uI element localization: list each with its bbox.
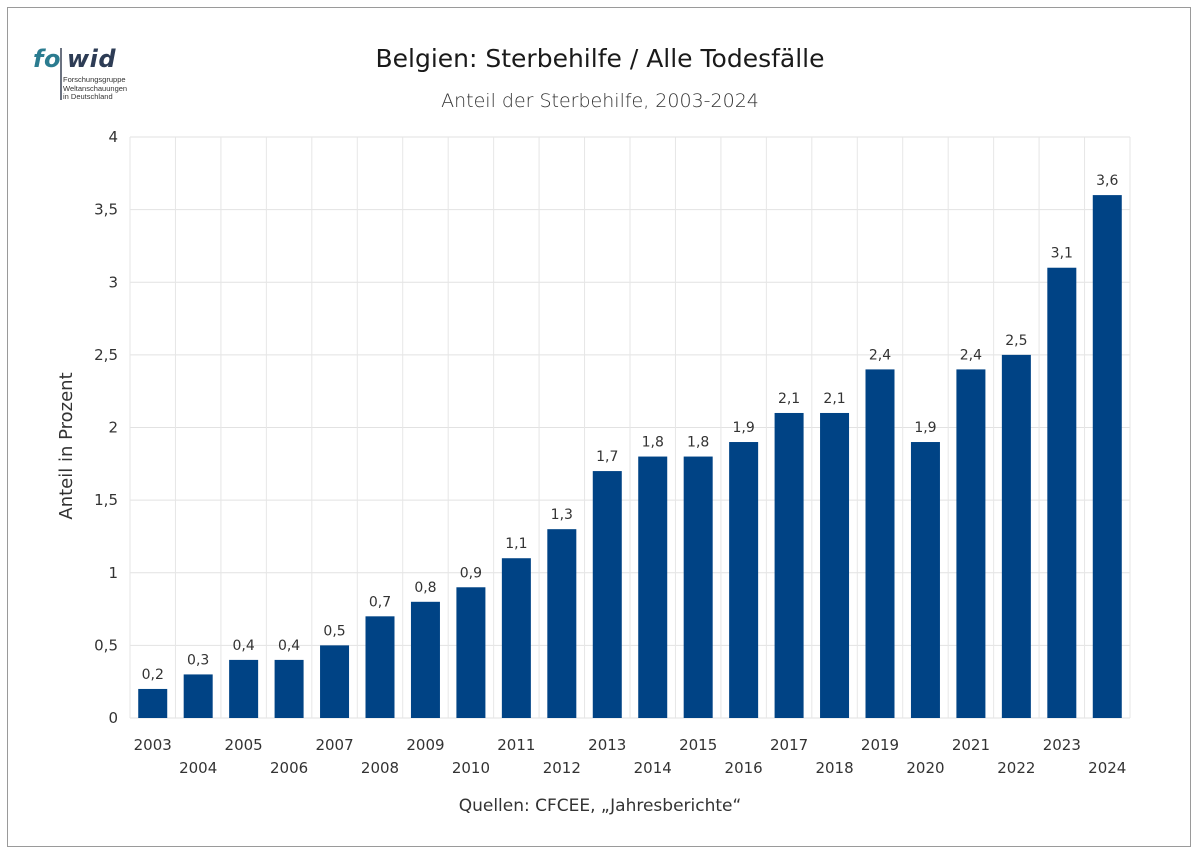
y-axis-label: Anteil in Prozent bbox=[56, 372, 77, 519]
bar bbox=[501, 558, 531, 718]
bar bbox=[1001, 354, 1031, 718]
x-tick-label: 2014 bbox=[634, 759, 672, 777]
bar bbox=[274, 659, 304, 718]
bar bbox=[729, 442, 759, 718]
bar-value-label: 2,1 bbox=[778, 391, 800, 407]
bar bbox=[638, 456, 668, 718]
bar-value-label: 0,8 bbox=[414, 580, 436, 596]
x-tick-label: 2011 bbox=[497, 736, 535, 754]
bar-value-label: 1,8 bbox=[687, 435, 709, 451]
y-tick-label: 0,5 bbox=[94, 636, 118, 654]
bar-value-label: 3,1 bbox=[1051, 246, 1073, 262]
x-tick-label: 2016 bbox=[725, 759, 763, 777]
grid-layer bbox=[129, 136, 1131, 719]
bar-value-label: 0,2 bbox=[142, 667, 164, 683]
bar bbox=[774, 412, 804, 718]
logo-wordmark: fo wid bbox=[33, 45, 117, 73]
bar-value-label: 2,4 bbox=[869, 347, 891, 363]
x-tick-label: 2020 bbox=[906, 759, 944, 777]
y-tick-label: 2 bbox=[108, 419, 118, 437]
y-tick-label: 1,5 bbox=[94, 491, 118, 509]
y-tick-label: 3 bbox=[108, 273, 118, 291]
x-tick-label: 2017 bbox=[770, 736, 808, 754]
x-tick-label: 2009 bbox=[406, 736, 444, 754]
x-tick-label: 2019 bbox=[861, 736, 899, 754]
x-tick-label: 2004 bbox=[179, 759, 217, 777]
bar bbox=[365, 616, 395, 718]
x-tick-label: 2003 bbox=[134, 736, 172, 754]
y-tick-label: 4 bbox=[108, 128, 118, 146]
y-tick-label: 1 bbox=[108, 564, 118, 582]
fowid-logo: fo wid Forschungsgruppe Weltanschauungen … bbox=[33, 44, 153, 106]
bar-value-label: 1,9 bbox=[733, 420, 755, 436]
bar-value-label: 0,4 bbox=[233, 638, 255, 654]
y-tick-label: 2,5 bbox=[94, 346, 118, 364]
y-tick-label: 0 bbox=[108, 709, 118, 727]
x-tick-label: 2012 bbox=[543, 759, 581, 777]
bar bbox=[910, 442, 940, 718]
x-tick-label: 2007 bbox=[315, 736, 353, 754]
bar-value-label: 1,3 bbox=[551, 507, 573, 523]
chart-title: Belgien: Sterbehilfe / Alle Todesfälle bbox=[375, 44, 825, 73]
bar-value-label: 0,9 bbox=[460, 565, 482, 581]
bar bbox=[229, 659, 259, 718]
x-tick-label: 2005 bbox=[225, 736, 263, 754]
bar-value-label: 0,5 bbox=[323, 623, 345, 639]
x-tick-label: 2015 bbox=[679, 736, 717, 754]
bar bbox=[1047, 267, 1077, 718]
bar-value-label: 0,7 bbox=[369, 594, 391, 610]
bar bbox=[956, 369, 986, 718]
bar bbox=[456, 587, 486, 718]
x-tick-label: 2023 bbox=[1043, 736, 1081, 754]
bar-value-label: 2,1 bbox=[823, 391, 845, 407]
bar bbox=[865, 369, 895, 718]
chart-frame bbox=[7, 7, 1191, 847]
bar-value-label: 1,7 bbox=[596, 449, 618, 465]
y-tick-label: 3,5 bbox=[94, 201, 118, 219]
x-tick-label: 2006 bbox=[270, 759, 308, 777]
bar bbox=[1092, 195, 1122, 719]
bar bbox=[138, 688, 168, 718]
bar-value-label: 1,1 bbox=[505, 536, 527, 552]
bar bbox=[820, 412, 850, 718]
bar-value-label: 3,6 bbox=[1096, 173, 1118, 189]
logo-divider bbox=[60, 48, 62, 100]
bar-value-label: 2,4 bbox=[960, 347, 982, 363]
bar bbox=[183, 674, 213, 718]
bar bbox=[410, 601, 440, 718]
x-tick-label: 2021 bbox=[952, 736, 990, 754]
bar-value-label: 0,3 bbox=[187, 652, 209, 668]
bar bbox=[683, 456, 713, 718]
bars-layer bbox=[138, 195, 1122, 719]
bar-value-label: 0,4 bbox=[278, 638, 300, 654]
x-tick-label: 2024 bbox=[1088, 759, 1126, 777]
labels-layer: 0 0,5 1 1,5 2 2,5 3 3,5 4 0,2 2003 0,3 2004 0,4 2005 0,… bbox=[94, 128, 1126, 777]
x-tick-label: 2008 bbox=[361, 759, 399, 777]
chart-subtitle: Anteil der Sterbehilfe, 2003-2024 bbox=[441, 90, 759, 112]
bar-value-label: 2,5 bbox=[1005, 333, 1027, 349]
x-tick-label: 2013 bbox=[588, 736, 626, 754]
x-tick-label: 2010 bbox=[452, 759, 490, 777]
chart-source: Quellen: CFCEE, „Jahresberichte“ bbox=[458, 796, 742, 816]
bar bbox=[547, 529, 577, 718]
x-tick-label: 2022 bbox=[997, 759, 1035, 777]
logo-subtitle: Forschungsgruppe Weltanschauungen in Deu… bbox=[63, 75, 128, 101]
x-tick-label: 2018 bbox=[815, 759, 853, 777]
bar bbox=[592, 471, 622, 718]
bar bbox=[320, 645, 350, 718]
bar-value-label: 1,8 bbox=[642, 435, 664, 451]
bar-value-label: 1,9 bbox=[914, 420, 936, 436]
